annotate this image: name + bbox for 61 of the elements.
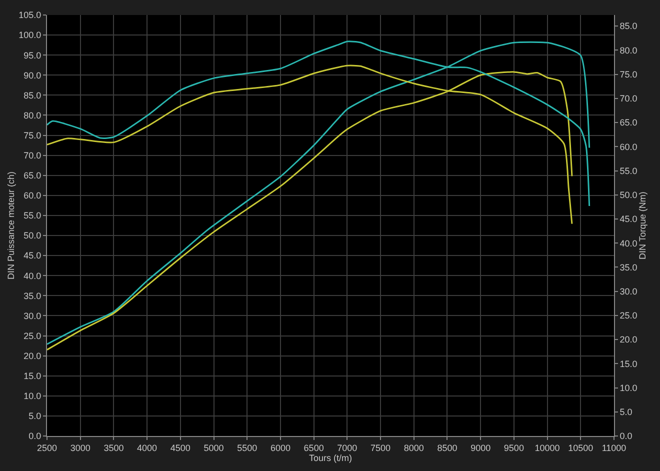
y2-tick-label: 85.0 xyxy=(620,21,638,32)
x-tick-label: 6000 xyxy=(270,442,290,453)
y-tick-label: 70.0 xyxy=(24,150,42,160)
y-tick-label: 15.0 xyxy=(24,371,42,382)
y2-tick-label: 35.0 xyxy=(620,262,638,272)
x-tick-label: 9000 xyxy=(470,442,491,453)
x-tick-label: 3000 xyxy=(70,442,90,453)
y-tick-label: 90.0 xyxy=(24,70,42,80)
y2-tick-label: 75.0 xyxy=(620,69,638,80)
x-tick-label: 8500 xyxy=(437,442,458,453)
y-tick-label: 40.0 xyxy=(24,270,42,281)
y2-tick-label: 0.0 xyxy=(620,431,632,442)
y-tick-label: 105.0 xyxy=(18,10,42,20)
y-tick-label: 5.0 xyxy=(28,411,42,422)
y-tick-label: 65.0 xyxy=(24,170,42,181)
y2-tick-label: 25.0 xyxy=(620,310,638,321)
x-tick-label: 11000 xyxy=(602,442,626,453)
y-tick-label: 20.0 xyxy=(24,350,42,361)
y-tick-label: 55.0 xyxy=(24,210,42,221)
y2-tick-label: 60.0 xyxy=(620,142,638,152)
x-tick-label: 7500 xyxy=(370,442,391,453)
y2-tick-label: 65.0 xyxy=(620,118,638,128)
x-tick-label: 8000 xyxy=(404,442,424,453)
y2-tick-label: 45.0 xyxy=(620,214,638,224)
x-tick-label: 6500 xyxy=(304,442,324,453)
y2-tick-label: 80.0 xyxy=(620,45,638,56)
y2-tick-label: 40.0 xyxy=(620,238,638,248)
y-tick-label: 95.0 xyxy=(24,50,42,60)
x-tick-label: 10500 xyxy=(568,442,594,453)
y-axis-title: DIN Puissance moteur (ch) xyxy=(6,171,16,280)
y-tick-label: 60.0 xyxy=(24,190,42,201)
y2-tick-label: 50.0 xyxy=(620,190,638,200)
y-tick-label: 85.0 xyxy=(24,90,42,100)
x-tick-label: 7000 xyxy=(337,442,358,453)
y-tick-label: 30.0 xyxy=(24,310,42,321)
x-tick-label: 3500 xyxy=(104,442,124,453)
y-tick-label: 35.0 xyxy=(24,290,42,301)
y-tick-label: 50.0 xyxy=(24,230,42,241)
x-tick-label: 4000 xyxy=(137,442,158,453)
y-tick-label: 75.0 xyxy=(24,130,42,140)
y2-tick-label: 10.0 xyxy=(620,382,638,393)
y-tick-label: 25.0 xyxy=(24,330,42,341)
y2-tick-label: 70.0 xyxy=(620,94,638,104)
y2-tick-label: 20.0 xyxy=(620,334,638,345)
y2-tick-label: 55.0 xyxy=(620,166,638,176)
y-tick-label: 80.0 xyxy=(24,110,42,120)
x-tick-label: 5500 xyxy=(237,442,258,453)
x-tick-label: 10000 xyxy=(534,442,560,453)
y-tick-label: 100.0 xyxy=(18,30,42,40)
x-tick-label: 4500 xyxy=(170,442,190,453)
y2-axis-title: DIN Torque (Nm) xyxy=(637,192,648,260)
x-tick-label: 2500 xyxy=(36,442,58,453)
x-tick-label: 9500 xyxy=(504,442,524,453)
y2-tick-label: 15.0 xyxy=(620,358,638,369)
y-tick-label: 10.0 xyxy=(24,391,42,402)
y2-tick-label: 5.0 xyxy=(620,407,632,418)
x-tick-label: 5000 xyxy=(204,442,224,453)
x-axis-title: Tours (t/m) xyxy=(308,452,352,463)
y2-tick-label: 30.0 xyxy=(620,286,638,296)
y-tick-label: 0.0 xyxy=(28,431,42,442)
y-tick-label: 45.0 xyxy=(24,250,42,261)
